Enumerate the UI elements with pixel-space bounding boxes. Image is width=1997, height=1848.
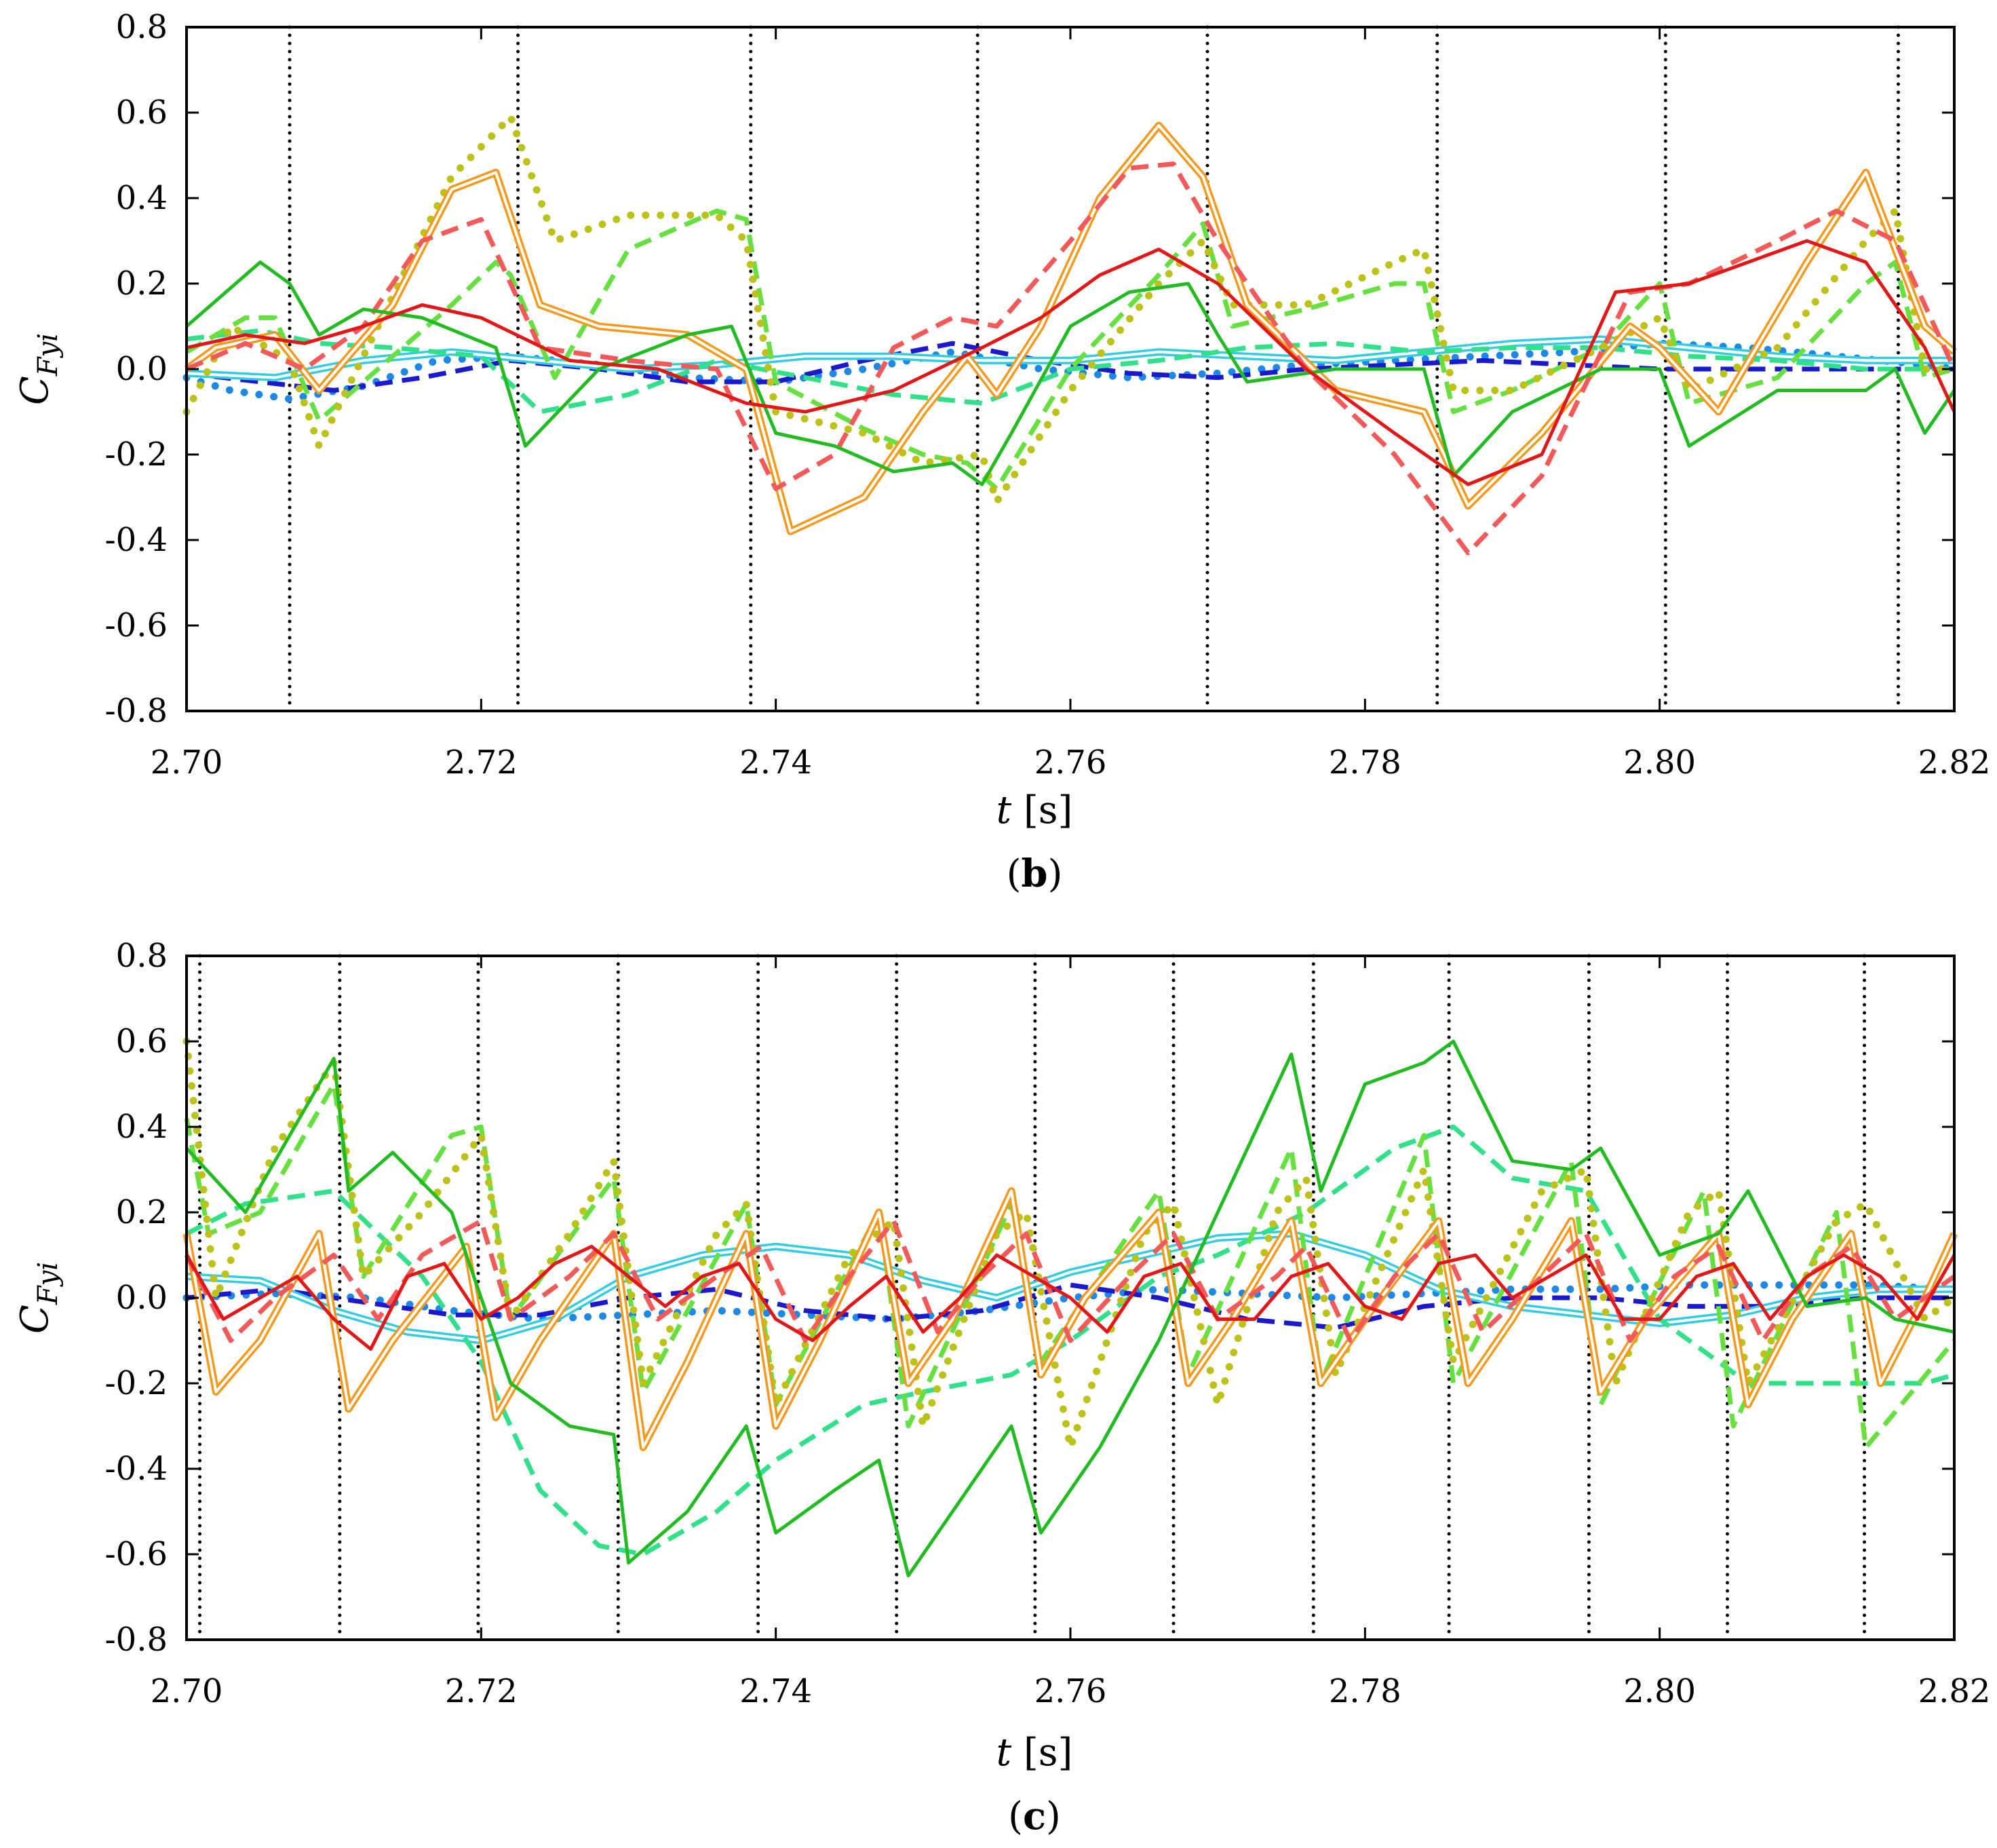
x-tick-label: 2.82 xyxy=(1918,1672,1991,1710)
y-tick-label: 0.4 xyxy=(116,1108,168,1146)
series-group-b xyxy=(182,113,1958,556)
panel-caption-b: (b) xyxy=(1007,851,1063,896)
y-tick-label: -0.4 xyxy=(104,521,168,559)
x-tick-label: 2.70 xyxy=(151,744,223,782)
x-tick-label: 2.76 xyxy=(1034,744,1107,782)
axis-ticks-b: 2.70 2.72 2.74 2.76 2.78 2.80 2.82 -0.8 -0.6 -0.4… xyxy=(104,8,1990,782)
x-axis-label-b: t [s] xyxy=(996,788,1073,832)
chart-panel-c: 2.70 2.72 2.74 2.76 2.78 2.80 2.82 -0.8 -0.6 -0.4… xyxy=(13,937,1990,1839)
series-line-blade-dotted-blue xyxy=(182,339,1958,403)
series-line-blade-double-orange xyxy=(184,121,1957,535)
x-tick-label: 2.74 xyxy=(739,744,812,782)
y-tick-label: -0.6 xyxy=(104,607,168,644)
series-line-blade-solid-green xyxy=(185,1039,1955,1577)
panel-caption-c: (c) xyxy=(1008,1794,1061,1839)
x-tick-label: 2.80 xyxy=(1623,1672,1696,1710)
y-tick-label: 0.8 xyxy=(116,937,168,975)
y-tick-label: -0.2 xyxy=(104,436,168,474)
y-tick-label: -0.4 xyxy=(104,1450,168,1488)
series-line-blade-dotted-olive xyxy=(182,1037,1958,1451)
series-line-blade-dotted-olive xyxy=(182,113,1958,505)
series-line-inner xyxy=(185,123,1956,533)
series-line-blade-solid-green xyxy=(185,261,1956,486)
y-tick-label: 0.6 xyxy=(116,1022,168,1060)
y-tick-label: 0.2 xyxy=(116,1193,168,1231)
x-tick-label: 2.78 xyxy=(1329,744,1401,782)
y-tick-label: 0.6 xyxy=(116,94,168,132)
y-tick-label: 0.8 xyxy=(116,8,168,46)
y-axis-label-c: CFyi xyxy=(13,1262,64,1334)
series-line-blade-solid-red xyxy=(186,239,1956,486)
series-line-inner xyxy=(185,1189,1956,1449)
series-line-blade-dashed-lime xyxy=(185,208,1955,491)
series-line-blade-solid-red xyxy=(185,1244,1956,1351)
y-tick-label: -0.8 xyxy=(104,692,168,730)
y-tick-label: -0.2 xyxy=(104,1364,168,1402)
axis-ticks-c: 2.70 2.72 2.74 2.76 2.78 2.80 2.82 -0.8 -0.6 -0.4… xyxy=(104,937,1990,1710)
y-tick-label: 0.2 xyxy=(116,265,168,303)
y-axis-label-b: CFyi xyxy=(13,333,64,405)
x-tick-label: 2.78 xyxy=(1329,1672,1401,1710)
x-tick-label: 2.72 xyxy=(445,1672,518,1710)
y-tick-label: -0.8 xyxy=(104,1621,168,1659)
x-tick-label: 2.76 xyxy=(1034,1672,1107,1710)
y-tick-label: 0.0 xyxy=(116,350,168,388)
series-line-blade-double-orange xyxy=(182,1187,1958,1451)
y-tick-label: 0.4 xyxy=(116,179,168,217)
y-tick-label: -0.6 xyxy=(104,1535,168,1573)
x-tick-label: 2.70 xyxy=(151,1672,223,1710)
series-line-blade-dashed-mint xyxy=(186,328,1954,415)
x-axis-label-c: t [s] xyxy=(996,1731,1073,1775)
x-tick-label: 2.72 xyxy=(445,744,518,782)
x-tick-label: 2.74 xyxy=(739,1672,812,1710)
x-tick-label: 2.80 xyxy=(1623,744,1696,782)
chart-panel-b: 2.70 2.72 2.74 2.76 2.78 2.80 2.82 -0.8 -0.6 -0.4… xyxy=(13,8,1990,896)
x-tick-label: 2.82 xyxy=(1918,744,1991,782)
y-tick-label: 0.0 xyxy=(116,1279,168,1317)
series-line-blade-dashed-salmon xyxy=(184,1218,1956,1343)
series-group-c xyxy=(182,1037,1958,1577)
